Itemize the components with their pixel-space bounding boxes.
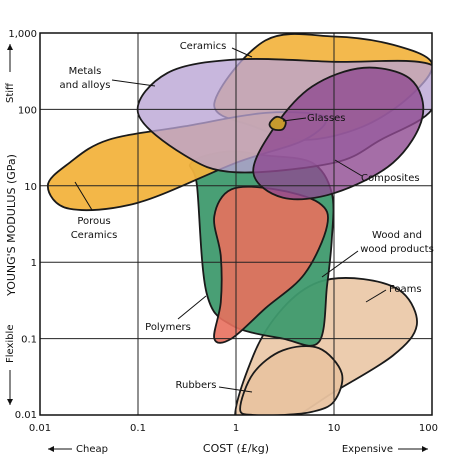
- leader-line: [218, 386, 253, 393]
- leader-line: [111, 79, 156, 87]
- y-tick-label: 1,000: [8, 29, 37, 40]
- material-bubbles: [46, 33, 432, 415]
- x-tick-label: 0.01: [29, 423, 51, 434]
- gridlines: [40, 33, 432, 415]
- series-label: Glasses: [307, 113, 345, 124]
- leader-line: [74, 181, 93, 211]
- plot-frame: [39, 32, 433, 416]
- x-tick-label: 1: [233, 423, 239, 434]
- y-tick-label: 10: [24, 182, 37, 193]
- leader-line: [177, 295, 207, 320]
- leader-line: [321, 250, 359, 278]
- leader-line: [282, 117, 307, 122]
- x-tick-label: 100: [419, 423, 438, 434]
- y-tick-label: 1: [31, 258, 37, 269]
- series-label: Metals and alloys: [60, 66, 111, 91]
- x-tick-label: 0.1: [130, 423, 146, 434]
- bubble-glasses: [268, 115, 287, 131]
- y-axis-title: YOUNG'S MODULUS (GPa): [5, 154, 18, 297]
- cheap-annotation: Cheap: [76, 444, 108, 455]
- leader-line: [334, 159, 363, 177]
- bubble-composites: [252, 66, 425, 201]
- leader-line: [231, 47, 253, 58]
- expensive-annotation: Expensive: [342, 444, 393, 455]
- series-labels: Rubbers Foams Wood and wood products Polymer…: [60, 41, 434, 393]
- series-label: Rubbers: [175, 380, 216, 391]
- series-label: Composites: [361, 173, 420, 184]
- flexible-annotation: Flexible: [5, 325, 16, 363]
- series-label: Ceramics: [180, 41, 227, 52]
- stiff-annotation: Stiff: [5, 82, 16, 103]
- annotations: Cheap Expensive Stiff Flexible: [5, 44, 428, 455]
- y-tick-label: 100: [18, 105, 37, 116]
- series-label: Porous Ceramics: [71, 216, 118, 241]
- y-tick-label: 0.1: [21, 335, 37, 346]
- y-tick-label: 0.01: [15, 410, 37, 421]
- tick-labels: 0.01 0.1 1 10 100 0.01 0.1 1 10 100 1,000: [8, 29, 438, 434]
- series-label: Polymers: [145, 322, 191, 333]
- series-label: Wood and wood products: [360, 230, 434, 255]
- leader-line: [365, 289, 387, 303]
- x-axis-title: COST (£/kg): [203, 442, 269, 455]
- bubble-rubbers: [239, 345, 344, 415]
- series-label: Foams: [389, 284, 422, 295]
- x-tick-label: 10: [328, 423, 341, 434]
